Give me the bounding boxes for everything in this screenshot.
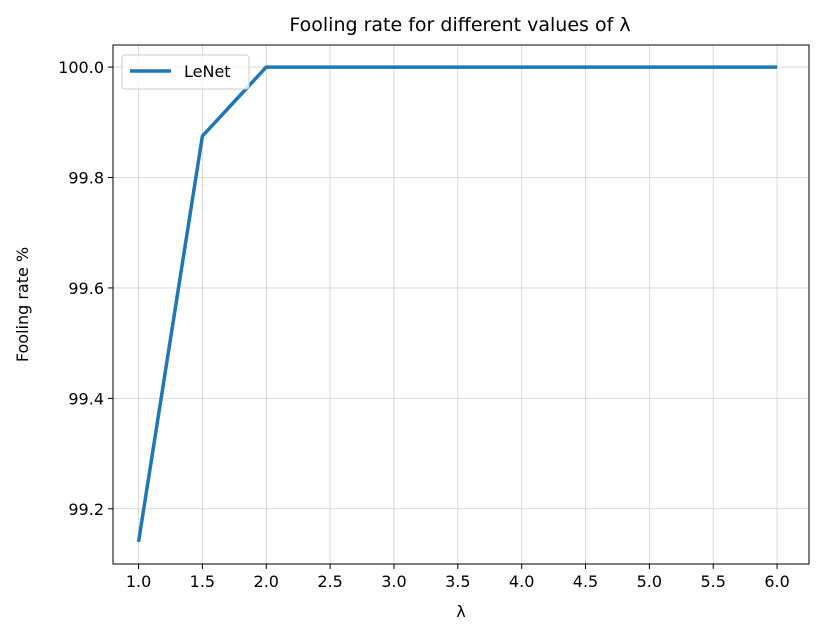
chart-title: Fooling rate for different values of λ xyxy=(289,14,630,36)
x-tick-label: 6.0 xyxy=(764,572,789,591)
y-axis-label: Fooling rate % xyxy=(13,247,32,362)
x-tick-label: 2.0 xyxy=(254,572,279,591)
x-axis-ticks: 1.0 1.5 2.0 2.5 3.0 3.5 4.0 4.5 5.0 5.5 6.0 xyxy=(126,564,790,591)
x-tick-label: 4.0 xyxy=(509,572,534,591)
legend: LeNet xyxy=(121,54,250,90)
x-tick-label: 3.0 xyxy=(381,572,406,591)
x-tick-label: 5.0 xyxy=(637,572,662,591)
x-tick-label: 5.5 xyxy=(700,572,725,591)
y-tick-label: 99.2 xyxy=(68,500,104,519)
y-tick-label: 99.8 xyxy=(68,169,104,188)
y-tick-label: 99.6 xyxy=(68,279,104,298)
legend-box xyxy=(121,54,250,90)
y-axis-ticks: 99.2 99.4 99.6 99.8 100.0 xyxy=(58,58,113,519)
grid xyxy=(113,45,809,564)
x-tick-label: 4.5 xyxy=(573,572,598,591)
x-tick-label: 1.0 xyxy=(126,572,151,591)
series-layer xyxy=(136,65,778,543)
legend-label: LeNet xyxy=(184,62,231,81)
x-tick-label: 2.5 xyxy=(317,572,342,591)
x-axis-label: λ xyxy=(456,602,465,621)
y-tick-label: 100.0 xyxy=(58,58,104,77)
x-tick-label: 1.5 xyxy=(190,572,215,591)
series-line-lenet xyxy=(136,65,778,543)
x-tick-label: 3.5 xyxy=(445,572,470,591)
y-tick-label: 99.4 xyxy=(68,389,104,408)
plot-frame xyxy=(112,44,810,565)
